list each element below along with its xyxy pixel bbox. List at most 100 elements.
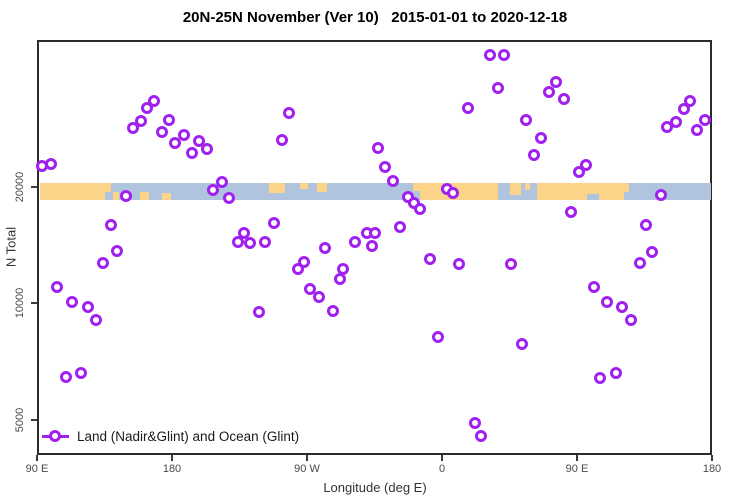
data-point [178,129,190,142]
y-axis-tick-label: 10000 [14,288,26,319]
data-point [661,120,673,133]
data-point [82,300,94,313]
y-axis-tick-label: 20000 [14,171,26,203]
data-point [368,227,381,240]
data-point [319,242,331,255]
data-point [452,257,465,270]
land-patch [139,192,149,200]
legend-marker-icon [49,430,61,442]
data-point [371,142,384,155]
data-point [155,126,168,139]
data-point [461,102,474,114]
data-point [616,300,628,313]
x-axis-tick-label: 180 [162,463,182,475]
data-point [527,148,540,161]
data-point [313,290,325,303]
land-patch [300,183,308,189]
data-point [206,184,219,197]
data-point [505,257,517,270]
x-axis-tick [576,455,578,461]
data-point [223,191,235,204]
data-point [304,283,316,295]
data-point [446,186,459,199]
data-point [169,136,181,149]
x-axis-tick-label: 90 E [565,463,589,475]
land-patch [105,183,111,193]
data-point [74,367,87,380]
y-axis-tick [31,186,37,188]
data-point [134,115,147,128]
x-axis-tick [306,455,308,461]
land-patch [420,183,498,200]
data-point [698,113,711,126]
data-point [365,239,378,252]
data-point [424,253,436,266]
land-patch [598,183,624,200]
data-point [394,220,406,233]
data-point [542,85,555,98]
x-axis-tick-label: 90 W [294,463,320,475]
data-point [44,157,57,170]
data-point [65,295,78,308]
data-point [268,217,280,230]
data-point [535,131,547,144]
x-axis-tick [36,455,38,461]
data-point [163,113,175,126]
land-patch [162,193,171,200]
x-axis-tick [171,455,173,461]
data-point [232,236,244,249]
data-point [298,256,310,268]
map-band [40,183,711,200]
data-point [386,175,399,188]
land-patch [112,191,119,200]
y-axis-tick [31,302,37,305]
data-point [484,48,496,61]
data-point [50,281,63,294]
data-point [634,257,646,270]
x-axis-tick [711,455,713,461]
data-point [646,245,658,258]
data-point [475,429,487,442]
y-axis-tick [31,418,37,421]
data-point [655,188,667,201]
x-axis-title: Longitude (deg E) [323,480,427,495]
data-point [610,367,622,380]
x-axis-tick [441,455,443,461]
data-point [275,133,288,146]
data-point [491,81,504,94]
data-point [238,227,250,240]
y-axis-title: N Total [3,226,19,268]
data-point [515,338,528,351]
data-point [691,123,703,136]
data-point [640,218,652,231]
data-point [89,314,102,327]
data-point [215,176,228,189]
land-patch [624,183,629,192]
land-patch [510,183,521,195]
data-point [349,236,361,249]
data-point [550,76,562,89]
data-point [497,48,510,61]
y-axis-tick-label: 5000 [14,407,26,433]
data-point [253,305,265,318]
data-point [587,281,600,294]
data-point [283,106,295,119]
data-point [104,218,117,231]
land-patch [316,183,327,192]
data-point [200,142,213,155]
data-point [431,331,444,344]
data-point [185,146,198,159]
data-point [677,103,690,116]
land-patch [525,183,530,190]
x-axis-tick-label: 0 [438,463,446,475]
data-point [148,94,160,107]
land-patch [537,183,587,200]
data-point [520,113,532,126]
x-axis-tick-label: 180 [702,463,722,475]
chart-title: 20N-25N November (Ver 10) 2015-01-01 to … [182,9,568,26]
data-point [259,236,271,249]
data-point [110,244,123,257]
data-point [326,304,339,317]
data-point [601,295,613,308]
